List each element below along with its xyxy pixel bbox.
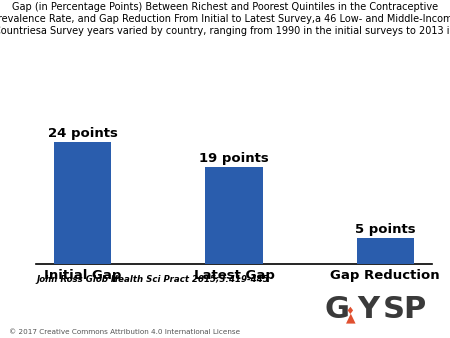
Text: Y: Y: [358, 295, 380, 324]
Text: © 2017 Creative Commons Attribution 4.0 International License: © 2017 Creative Commons Attribution 4.0 …: [9, 329, 240, 335]
Bar: [54, 142, 112, 264]
Text: Gap (in Percentage Points) Between Richest and Poorest Quintiles in the Contrace: Gap (in Percentage Points) Between Riche…: [0, 2, 450, 37]
Text: 5 points: 5 points: [355, 223, 415, 236]
Text: 24 points: 24 points: [48, 127, 118, 140]
Text: ♦: ♦: [346, 306, 354, 316]
Text: SP: SP: [382, 295, 427, 324]
Text: ▲: ▲: [346, 312, 355, 324]
Bar: [205, 167, 263, 264]
Text: G: G: [324, 295, 349, 324]
Text: John Ross Glob Health Sci Pract 2015;3:419-445: John Ross Glob Health Sci Pract 2015;3:4…: [36, 275, 269, 285]
Bar: [356, 238, 414, 264]
Text: 19 points: 19 points: [199, 152, 269, 165]
